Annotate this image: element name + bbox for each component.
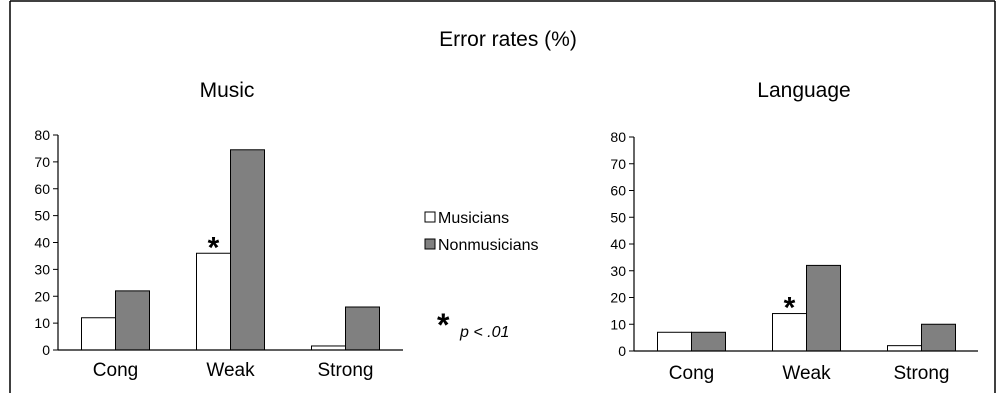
significance-note: * p < .01 — [437, 307, 509, 343]
y-tick-label: 30 — [34, 261, 50, 277]
bar-musicians-cong — [81, 317, 116, 351]
bar-musicians-strong — [887, 345, 922, 352]
y-tick-label: 70 — [34, 154, 50, 170]
bar-nonmusicians-cong — [115, 290, 150, 351]
y-tick-label: 40 — [34, 235, 50, 251]
y-tick-label: 50 — [610, 209, 626, 225]
chart-title: Music — [200, 79, 255, 102]
y-tick-label: 40 — [610, 236, 626, 252]
axes — [57, 135, 403, 351]
bar-musicians-cong — [657, 331, 692, 352]
y-axis-ticks: 0 10 20 30 40 50 60 70 80 — [610, 129, 634, 359]
y-tick-label: 30 — [610, 263, 626, 279]
bar-nonmusicians-weak — [230, 149, 265, 351]
music-chart: Music 0 10 20 30 40 50 60 70 80 * Cong Weak Strong — [34, 79, 403, 381]
bar-nonmusicians-strong — [345, 306, 380, 351]
bar-nonmusicians-strong — [921, 323, 956, 352]
y-tick-label: 10 — [34, 315, 50, 331]
x-axis-labels: Cong Weak Strong — [669, 363, 950, 384]
x-category-label: Cong — [669, 363, 714, 384]
legend-swatch-musicians — [424, 211, 436, 223]
x-category-label: Strong — [894, 363, 950, 384]
y-tick-label: 10 — [610, 316, 626, 332]
significance-symbol: * — [437, 307, 450, 343]
language-chart: Language 0 10 20 30 40 50 60 70 80 * Cong Weak Str… — [610, 79, 978, 384]
y-tick-label: 60 — [34, 181, 50, 197]
figure-title: Error rates (%) — [439, 28, 577, 51]
y-tick-label: 0 — [618, 343, 626, 359]
x-axis-labels: Cong Weak Strong — [93, 360, 374, 381]
legend: Musicians Nonmusicians — [424, 210, 538, 254]
significance-marker: * — [784, 292, 796, 325]
annotations: * — [784, 292, 796, 325]
y-tick-label: 80 — [34, 127, 50, 143]
x-category-label: Weak — [206, 360, 255, 381]
legend-label-musicians: Musicians — [438, 210, 509, 227]
bar-musicians-weak — [196, 252, 231, 351]
legend-swatch-nonmusicians — [424, 238, 436, 250]
significance-marker: * — [208, 231, 220, 264]
chart-title: Language — [757, 79, 850, 102]
y-tick-label: 70 — [610, 156, 626, 172]
axes — [633, 137, 978, 352]
bar-musicians-strong — [311, 345, 346, 351]
y-tick-label: 20 — [34, 288, 50, 304]
x-category-label: Cong — [93, 360, 138, 381]
y-axis-ticks: 0 10 20 30 40 50 60 70 80 — [34, 127, 58, 358]
x-category-label: Strong — [318, 360, 374, 381]
bars — [657, 264, 956, 352]
bar-nonmusicians-cong — [691, 331, 726, 352]
significance-text: p < .01 — [459, 324, 509, 341]
y-tick-label: 0 — [42, 342, 50, 358]
annotations: * — [208, 231, 220, 264]
bar-nonmusicians-weak — [806, 264, 841, 352]
y-tick-label: 60 — [610, 183, 626, 199]
legend-label-nonmusicians: Nonmusicians — [438, 237, 538, 254]
x-category-label: Weak — [782, 363, 831, 384]
bars — [81, 149, 380, 351]
y-tick-label: 50 — [34, 208, 50, 224]
y-tick-label: 20 — [610, 290, 626, 306]
y-tick-label: 80 — [610, 129, 626, 145]
bar-musicians-weak — [772, 313, 807, 352]
